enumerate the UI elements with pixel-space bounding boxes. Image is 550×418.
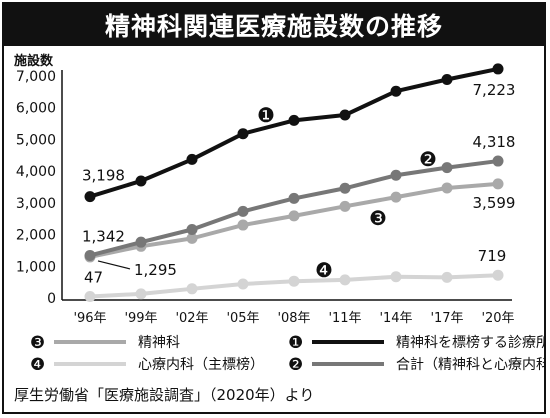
y-tick-label: 7,000 [16,69,56,85]
line-chart: 0 1,000 2,000 3,000 4,000 5,000 6,000 7,000 '96年… [16,63,544,375]
legend-marker: ❹ [30,355,45,375]
data-point [492,269,504,281]
legend-marker: ❷ [288,355,303,375]
data-point [441,271,453,283]
legend-label: 精神科 [138,335,180,351]
y-tick-label: 2,000 [16,228,56,244]
y-axis-label: 施設数 [14,54,54,69]
data-point [288,192,300,204]
data-point [492,178,504,190]
data-point [390,85,402,97]
data-point [339,200,351,212]
x-tick-label: '05年 [226,311,259,326]
data-label: 4,318 [473,133,516,151]
x-tick-label: '08年 [277,311,310,326]
chart-frame: 精神科関連医療施設数の推移 施設数 0 1,000 2,000 3,000 4,000 5… [2,2,546,414]
data-point [84,291,96,303]
data-point [288,210,300,222]
data-point [492,155,504,167]
x-tick-label: '02年 [175,311,208,326]
data-point [186,232,198,244]
series-marker: ❶ [257,103,275,127]
data-point [186,283,198,295]
data-point [186,153,198,165]
data-point [441,182,453,194]
y-tick-label: 1,000 [16,259,56,275]
data-label: 1,342 [82,227,125,245]
legend-label: 精神科を標榜する診療所 [396,334,544,351]
series-marker: ❸ [369,206,387,230]
data-point [339,109,351,121]
data-point [441,73,453,85]
data-point [135,175,147,187]
data-point [135,236,147,248]
x-tick-label: '99年 [124,311,157,326]
source-note: 厚生労働省「医療施設調査」（2020年）より [14,386,315,404]
x-tick-label: '17年 [430,311,463,326]
x-tick-label: '14年 [379,311,412,326]
data-label: 7,223 [473,81,516,99]
data-point [186,223,198,235]
data-label: 3,599 [473,194,516,212]
label-leader-line [97,260,131,270]
data-point [135,288,147,300]
legend-marker: ❶ [288,333,303,353]
data-point [288,275,300,287]
data-point [390,191,402,203]
data-point [390,271,402,283]
series-marker: ❹ [315,258,333,282]
data-point [237,278,249,290]
x-tick-label: '96年 [73,311,106,326]
data-point [288,114,300,126]
data-label: 1,295 [134,261,177,279]
data-point [84,249,96,261]
data-label: 3,198 [82,167,125,185]
data-point [339,274,351,286]
x-tick-label: '11年 [328,311,361,326]
y-tick-label: 0 [47,291,56,307]
data-point [492,63,504,75]
data-point [441,162,453,174]
y-tick-label: 5,000 [16,132,56,148]
data-point [390,169,402,181]
chart-title: 精神科関連医療施設数の推移 [4,4,544,46]
data-point [339,182,351,194]
legend-marker: ❸ [30,333,45,353]
data-point [237,205,249,217]
data-label: 47 [84,269,103,287]
y-tick-label: 3,000 [16,196,56,212]
y-tick-label: 4,000 [16,164,56,180]
data-point [84,191,96,203]
legend-label: 心療内科（主標榜） [138,356,264,373]
series-marker: ❷ [419,147,437,171]
series-line [89,66,499,199]
legend-label: 合計（精神科と心療内科） [396,356,544,373]
data-label: 719 [478,247,507,265]
x-tick-label: '20年 [481,311,514,326]
y-tick-label: 6,000 [16,101,56,117]
data-point [237,219,249,231]
data-point [237,128,249,140]
